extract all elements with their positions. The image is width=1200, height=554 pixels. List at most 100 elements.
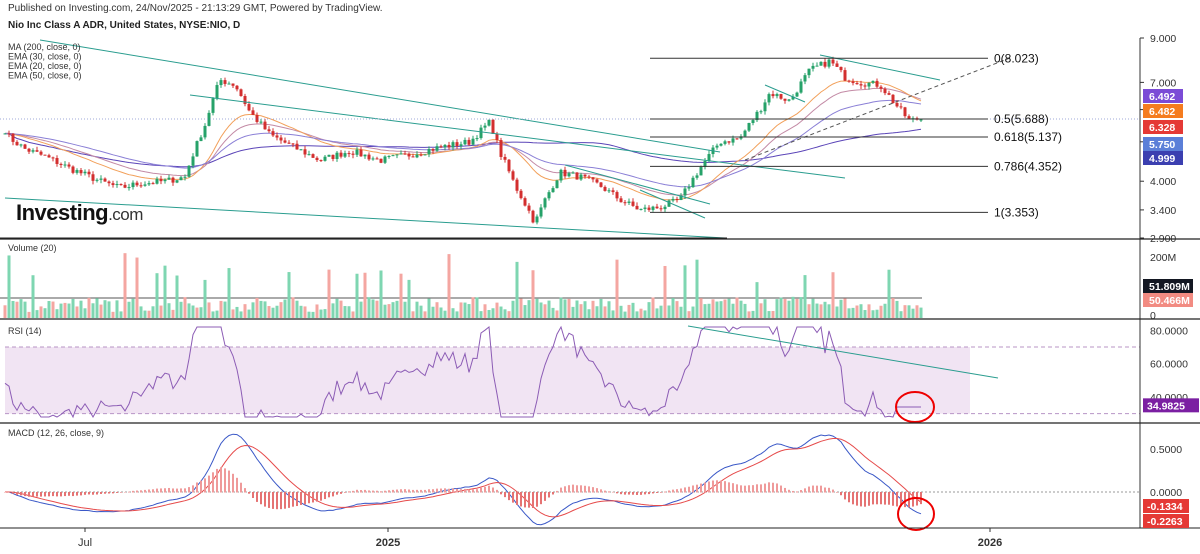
volume-bar	[151, 306, 155, 318]
volume-bar	[207, 302, 211, 318]
candle-body	[227, 83, 231, 85]
volume-bar	[539, 302, 543, 318]
volume-bar	[403, 301, 407, 318]
candle-body	[891, 94, 895, 103]
candle-body	[319, 160, 323, 162]
candle-body	[379, 158, 383, 163]
price-label-box-2	[1143, 120, 1183, 134]
candle-body	[255, 114, 259, 122]
volume-bar	[583, 301, 587, 318]
macd-hist-bar	[408, 489, 410, 493]
candle	[35, 146, 39, 152]
candle-body	[131, 182, 135, 188]
candle	[871, 80, 875, 84]
ma200-line	[5, 128, 922, 168]
macd-hist-bar	[496, 489, 498, 493]
candle	[607, 188, 611, 193]
candle	[167, 174, 171, 181]
volume-bar	[167, 303, 171, 318]
candle	[359, 146, 363, 157]
macd-hist-bar	[700, 483, 702, 493]
candle	[387, 155, 391, 159]
macd-hist-bar	[268, 492, 270, 508]
macd-hist-bar	[828, 487, 830, 493]
candle-body	[799, 81, 803, 93]
volume-bar	[75, 306, 79, 318]
candle	[7, 130, 11, 138]
candle-body	[135, 182, 139, 186]
volume-bar	[351, 311, 355, 318]
candle-body	[619, 198, 623, 203]
volume-bar	[123, 253, 127, 318]
volume-bar	[919, 307, 923, 318]
candle	[411, 153, 415, 158]
candle	[183, 174, 187, 181]
candle-body	[707, 154, 711, 161]
candle-body	[559, 169, 563, 181]
volume-bar	[223, 301, 227, 318]
macd-hist-bar	[204, 478, 206, 493]
volume-bar	[895, 300, 899, 318]
macd-hist-bar	[760, 484, 762, 493]
candle-body	[339, 152, 343, 157]
volume-bar	[587, 309, 591, 318]
candle	[835, 60, 839, 67]
candle	[31, 148, 35, 154]
candle	[3, 133, 7, 135]
candle-body	[767, 94, 771, 103]
macd-hist-bar	[520, 492, 522, 507]
candle-body	[411, 156, 415, 158]
price-label-box-0	[1143, 89, 1183, 103]
candle-body	[555, 180, 559, 189]
candle	[223, 77, 227, 87]
candle-body	[303, 149, 307, 155]
volume-bar	[607, 301, 611, 318]
candle-body	[843, 70, 847, 81]
candle-body	[671, 198, 675, 201]
macd-hist-bar	[312, 492, 314, 503]
volume-bar	[863, 310, 867, 318]
candle	[227, 81, 231, 85]
macd-hist-bar	[260, 492, 262, 505]
candle-body	[439, 146, 443, 148]
candle-body	[523, 198, 527, 206]
macd-hist-bar	[376, 490, 378, 493]
candle	[123, 182, 127, 189]
macd-hist-bar	[80, 492, 82, 496]
candle-body	[243, 96, 247, 105]
rsi-title: RSI (14)	[8, 326, 42, 336]
volume-bar	[243, 304, 247, 318]
macd-hist-bar	[468, 489, 470, 493]
candle	[127, 183, 131, 191]
candle-body	[219, 80, 223, 86]
volume-bar	[499, 306, 503, 318]
candle	[583, 174, 587, 179]
candle	[855, 80, 859, 85]
candle	[675, 196, 679, 203]
macd-hist-bar	[36, 492, 38, 497]
macd-hist-bar	[88, 492, 90, 495]
macd-hist-bar	[240, 482, 242, 493]
candle-body	[355, 149, 359, 155]
candle-body	[35, 150, 39, 152]
macd-tick-label-1: 0.0000	[1150, 487, 1182, 499]
macd-hist-bar	[900, 492, 902, 507]
volume-bar	[467, 304, 471, 318]
candle	[431, 148, 435, 154]
volume-bar	[675, 301, 679, 318]
candle-body	[23, 144, 27, 149]
macd-label-0: -0.1334	[1147, 501, 1183, 513]
candle-body	[535, 216, 539, 223]
macd-hist-bar	[296, 492, 298, 507]
macd-hist-bar	[844, 492, 846, 500]
candle	[171, 176, 175, 186]
macd-hist-bar	[672, 489, 674, 493]
macd-hist-bar	[492, 487, 494, 493]
candle-body	[575, 172, 579, 180]
candle-body	[603, 186, 607, 191]
volume-bar	[875, 309, 879, 318]
macd-label-box-1	[1143, 514, 1189, 528]
macd-hist-bar	[396, 489, 398, 493]
candle-body	[291, 143, 295, 145]
